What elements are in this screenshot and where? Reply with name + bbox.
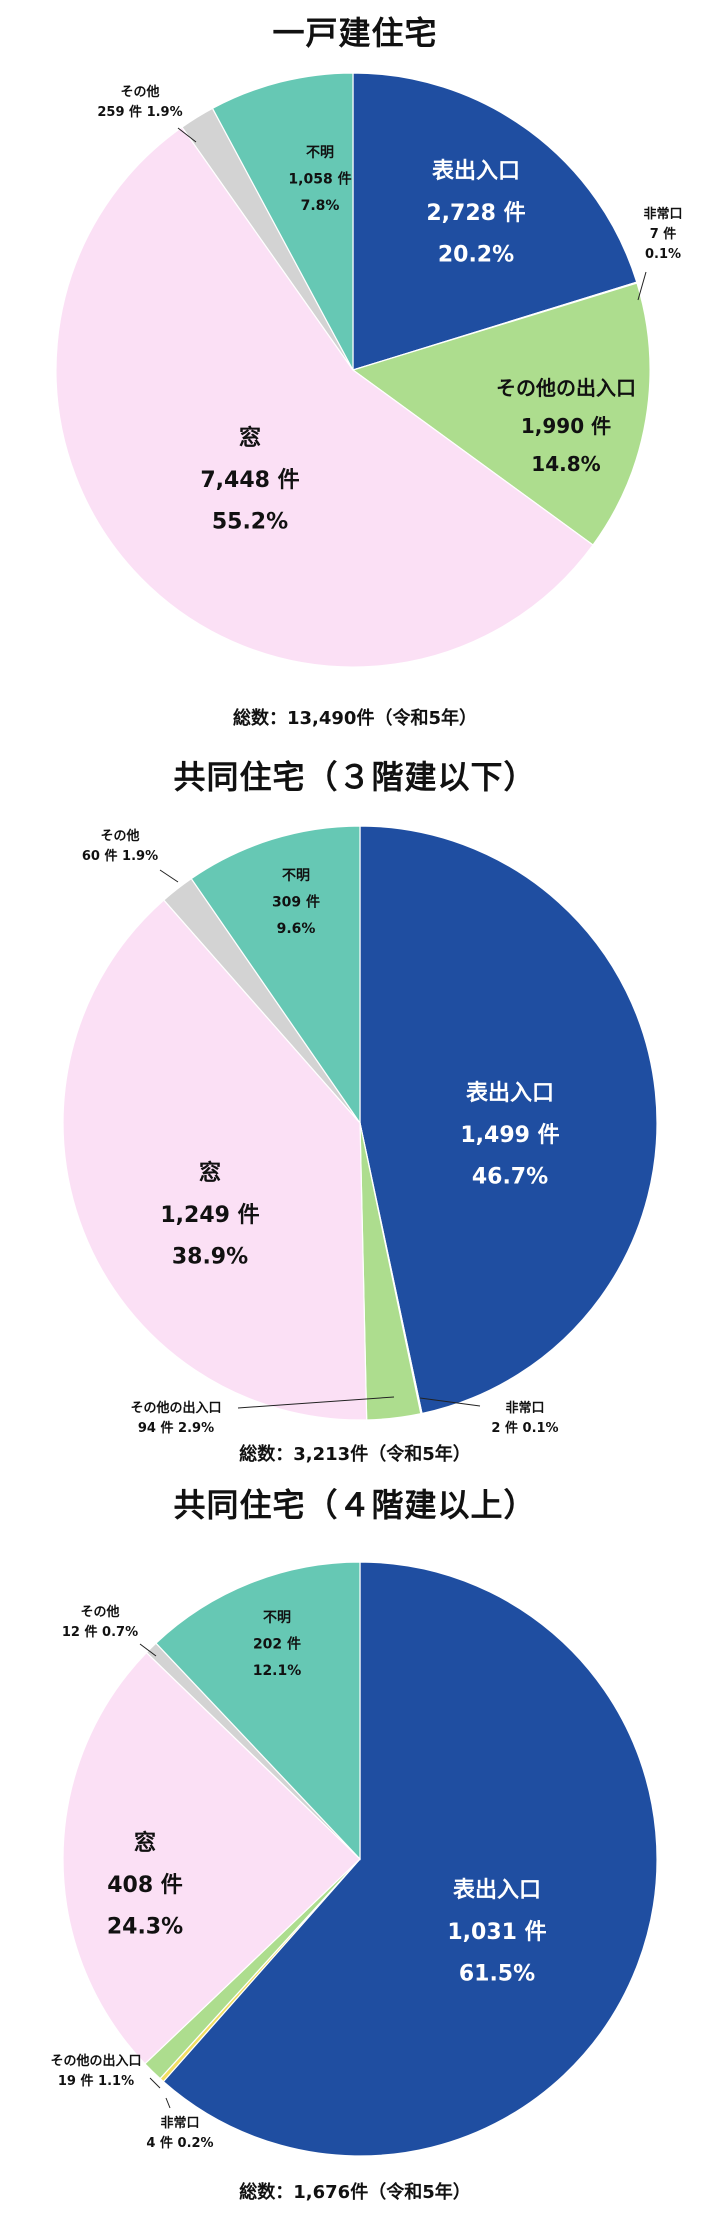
slice-label-other-entrance: その他の出入口 94 件 2.9% (130, 1396, 395, 1436)
slice-count: 7 件 (650, 226, 677, 242)
leader-line (237, 1396, 395, 1409)
slice-name: 不明 (282, 868, 310, 884)
slice-label-other: その他 12 件 0.7% (62, 1604, 157, 1657)
slice-name: 窓 (239, 425, 261, 451)
slice-label-emergency-exit: 非常口 2 件 0.1% (419, 1397, 559, 1436)
total-label: 総数：13,490件（令和5年） (233, 708, 477, 729)
slice-count-percent: 94 件 2.9% (138, 1420, 214, 1436)
pie-slice-window (62, 899, 368, 1421)
slice-percent: 7.8% (301, 198, 340, 214)
slice-percent: 9.6% (277, 921, 316, 937)
slice-count-percent: 2 件 0.1% (491, 1420, 558, 1436)
slice-count-percent: 12 件 0.7% (62, 1624, 138, 1640)
slice-label-unknown: 不明 309 件 9.6% (272, 868, 320, 937)
slice-name: 表出入口 (466, 1081, 554, 1106)
pie-chart-svg: 表出入口 1,499 件 46.7% 非常口 2 件 0.1% その他の出入口 94 件 2… (62, 825, 658, 1436)
slice-name: その他の出入口 (130, 1400, 221, 1416)
chart-title: 共同住宅（４階建以上） (173, 1486, 537, 1524)
slice-name: その他 (100, 828, 139, 844)
pie-chart-svg: 表出入口 2,728 件 20.2% 非常口 7 件 0.1% その他の出入口 1,990 件… (55, 72, 683, 668)
slice-label-unknown: 不明 1,058 件 7.8% (288, 145, 351, 214)
pie-slice-other-entrance (351, 282, 651, 546)
slice-count-percent: 4 件 0.2% (146, 2135, 213, 2151)
slice-label-front-entrance: 表出入口 1,499 件 46.7% (460, 1081, 559, 1190)
slice-percent: 14.8% (531, 452, 600, 476)
slice-name: 窓 (134, 1830, 156, 1856)
slice-name: その他 (120, 84, 159, 100)
chart-title: 一戸建住宅 (272, 14, 438, 52)
slice-count: 309 件 (272, 894, 320, 911)
pie-slice-front-entrance (162, 1561, 658, 2157)
slice-name: 不明 (263, 1610, 291, 1626)
slice-label-other: その他 259 件 1.9% (97, 84, 197, 143)
pie-slice-front-entrance (352, 72, 638, 371)
slice-label-window: 窓 7,448 件 55.2% (200, 425, 299, 535)
slice-label-other: その他 60 件 1.9% (82, 828, 179, 883)
chart-title: 共同住宅（３階建以下） (173, 758, 537, 796)
slice-count-percent: 259 件 1.9% (97, 104, 182, 120)
slice-percent: 46.7% (472, 1165, 548, 1190)
slice-name: 非常口 (505, 1400, 544, 1416)
pie-slice-window (55, 126, 594, 668)
pie-slice-unknown (211, 72, 354, 371)
slice-name: 非常口 (160, 2115, 199, 2131)
slice-label-other-entrance: その他の出入口 19 件 1.1% (50, 2053, 161, 2089)
slice-count: 1,031 件 (447, 1920, 546, 1945)
slice-percent: 55.2% (212, 510, 288, 535)
slice-label-window: 窓 408 件 24.3% (107, 1830, 183, 1940)
slice-count: 2,728 件 (426, 201, 525, 226)
leader-line (139, 1643, 157, 1657)
slice-label-unknown: 不明 202 件 12.1% (253, 1610, 302, 1679)
slice-percent: 0.1% (645, 247, 681, 262)
slice-count-percent: 19 件 1.1% (58, 2073, 134, 2089)
pie-slice-front-entrance (359, 825, 658, 1415)
slice-name: その他の出入口 (496, 376, 636, 400)
slice-label-front-entrance: 表出入口 1,031 件 61.5% (447, 1878, 546, 1987)
slice-count: 1,990 件 (521, 414, 611, 438)
slice-count: 7,448 件 (200, 468, 299, 493)
slice-label-window: 窓 1,249 件 38.9% (160, 1160, 259, 1270)
slice-name: その他の出入口 (50, 2053, 141, 2069)
slice-label-emergency-exit: 非常口 7 件 0.1% (637, 206, 683, 301)
leader-line (165, 2097, 171, 2109)
slice-count: 202 件 (253, 1636, 301, 1653)
slice-count: 1,499 件 (460, 1123, 559, 1148)
slice-name: 窓 (199, 1160, 221, 1186)
pie-slice-window (62, 1651, 361, 2065)
leader-line (149, 2077, 161, 2089)
slice-label-other-entrance: その他の出入口 1,990 件 14.8% (496, 376, 636, 476)
slice-count: 1,249 件 (160, 1203, 259, 1228)
pie-slice-unknown (155, 1561, 361, 1861)
slice-percent: 61.5% (459, 1962, 535, 1987)
slice-count-percent: 60 件 1.9% (82, 848, 158, 864)
slice-name: その他 (80, 1604, 119, 1620)
slice-name: 表出入口 (453, 1878, 541, 1903)
slice-percent: 38.9% (172, 1245, 248, 1270)
slice-percent: 12.1% (253, 1663, 302, 1679)
slice-name: 不明 (306, 145, 334, 161)
slice-percent: 24.3% (107, 1915, 183, 1940)
slice-name: 非常口 (643, 206, 682, 222)
slice-label-emergency-exit: 非常口 4 件 0.2% (146, 2097, 214, 2151)
pie-slice-unknown (190, 825, 361, 1125)
leader-line (159, 869, 179, 883)
leader-line (637, 271, 647, 301)
total-label: 総数：1,676件（令和5年） (239, 2182, 471, 2203)
slice-count: 1,058 件 (288, 171, 351, 188)
total-label: 総数：3,213件（令和5年） (239, 1444, 471, 1465)
leader-line (177, 127, 197, 143)
slice-count: 408 件 (107, 1873, 183, 1898)
leader-line (419, 1397, 481, 1407)
slice-percent: 20.2% (438, 243, 514, 268)
slice-label-front-entrance: 表出入口 2,728 件 20.2% (426, 159, 525, 268)
slice-name: 表出入口 (432, 159, 520, 184)
